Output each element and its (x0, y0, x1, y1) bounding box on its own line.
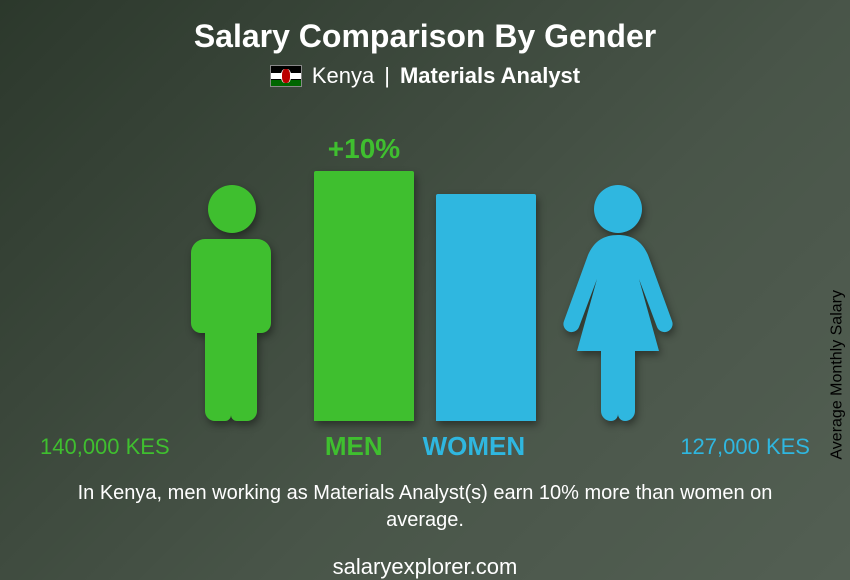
chart-area: +10% (105, 109, 745, 421)
subtitle-row: Kenya | Materials Analyst (270, 63, 580, 89)
female-amount: 127,000 KES (680, 434, 810, 460)
difference-label: +10% (328, 133, 400, 165)
kenya-flag-icon (270, 65, 302, 87)
page-title: Salary Comparison By Gender (194, 18, 656, 55)
male-bar (314, 171, 414, 421)
female-icon (558, 181, 678, 421)
female-label: WOMEN (423, 431, 526, 462)
female-bar (436, 194, 536, 421)
male-figure (172, 181, 292, 421)
divider-pipe: | (384, 63, 390, 89)
male-bar-wrap: +10% (314, 133, 414, 421)
job-title-label: Materials Analyst (400, 63, 580, 89)
male-amount: 140,000 KES (40, 434, 170, 460)
summary-text: In Kenya, men working as Materials Analy… (65, 480, 785, 534)
infographic-content: Salary Comparison By Gender Kenya | Mate… (0, 0, 850, 580)
labels-row: 140,000 KES MEN WOMEN 127,000 KES (40, 431, 810, 462)
male-label: MEN (325, 431, 383, 462)
country-label: Kenya (312, 63, 374, 89)
vertical-axis-label: Average Monthly Salary (829, 290, 847, 460)
female-figure (558, 181, 678, 421)
gender-labels: MEN WOMEN (325, 431, 525, 462)
female-bar-wrap (436, 194, 536, 421)
site-attribution: salaryexplorer.com (333, 554, 518, 580)
male-icon (172, 181, 292, 421)
